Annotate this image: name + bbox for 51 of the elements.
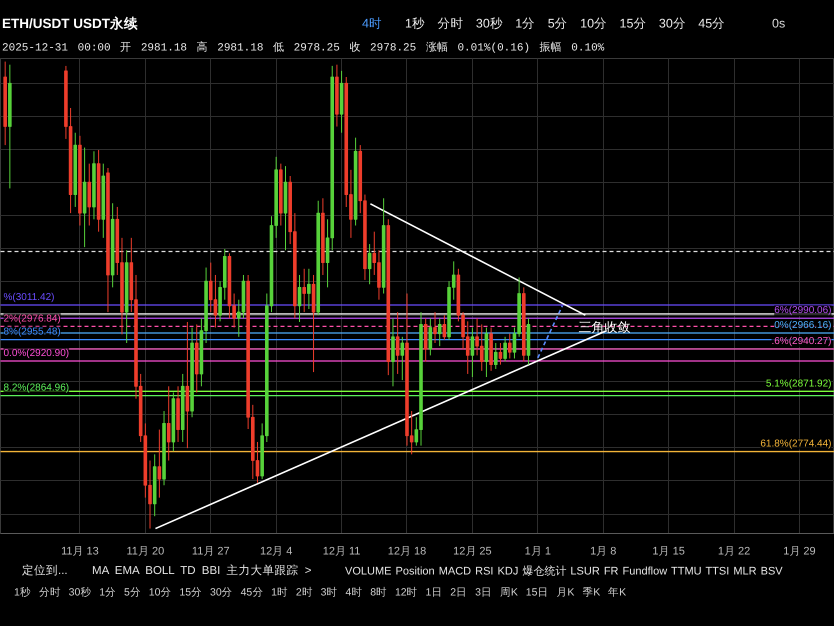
ref-line-label: %(3011.42) bbox=[4, 292, 54, 304]
candlestick bbox=[503, 336, 507, 362]
x-tick-label: 11月 27 bbox=[192, 546, 230, 558]
ref-line-label: .6%(2940.27) bbox=[771, 336, 832, 348]
text: 0s bbox=[772, 16, 786, 32]
candlestick bbox=[442, 314, 446, 340]
candlestick bbox=[498, 342, 502, 366]
chart-title: ETH/USDT USDT永续 bbox=[2, 16, 138, 32]
ref-line-label: 8.2%(2864.96) bbox=[4, 382, 70, 394]
x-tick-label: 12月 25 bbox=[453, 546, 492, 558]
text: 1秒 分时 30秒 1分 5分 10分 15分 30分 45分 1时 2时 3时 4时 8时 12时 1日 2日 3日 周K 15日 月K 季K 年K bbox=[14, 586, 626, 600]
x-tick-label: 1月 1 bbox=[524, 546, 551, 558]
candlestick bbox=[368, 244, 372, 285]
x-tick-label: 1月 29 bbox=[783, 546, 816, 558]
ref-line-label: 6%(2990.06) bbox=[774, 305, 832, 316]
candlestick bbox=[470, 327, 474, 378]
text: VOLUME Position MACD RSI KDJ 爆仓统计 LSUR FR Fundflow TTMU TTSI MLR BSV bbox=[345, 565, 783, 579]
candlestick bbox=[400, 336, 404, 381]
chart-subtitle: 2025-12-31 00:00 开 2981.18 高 2981.18 低 2978.25 收 2978.25 涨幅 0.01%(0.16) 振幅 0.10% bbox=[2, 42, 604, 56]
candlestick bbox=[428, 318, 432, 356]
text: MA EMA BOLL TD BBI 主力大单跟踪 > bbox=[92, 565, 312, 579]
x-tick-label: 12月 11 bbox=[322, 546, 360, 558]
ref-line-label: 8%(2955.48) bbox=[4, 326, 61, 338]
text: 1秒 分时 30秒 1分 5分 10分 15分 30分 45分 bbox=[405, 16, 726, 32]
x-tick-label: 11月 13 bbox=[61, 546, 99, 558]
x-tick-label: 12月 18 bbox=[388, 546, 426, 558]
x-tick-label: 1月 8 bbox=[590, 546, 616, 558]
ref-line-label: 0%(2966.16) bbox=[774, 320, 832, 332]
x-tick-label: 11月 20 bbox=[126, 546, 164, 558]
x-tick-label: 1月 22 bbox=[718, 546, 750, 558]
ref-line-label: 61.8%(2774.44) bbox=[760, 438, 832, 450]
ref-line-label: 5.1%(2871.92) bbox=[766, 378, 832, 390]
candlestick bbox=[307, 268, 311, 310]
text: 定位到... bbox=[22, 565, 68, 579]
annotation: 三角收敛 bbox=[578, 319, 631, 334]
candlestick bbox=[158, 429, 162, 498]
candlestick bbox=[433, 312, 437, 344]
candlestick bbox=[508, 333, 512, 359]
candlestick bbox=[302, 268, 306, 313]
candlestick bbox=[208, 262, 213, 313]
text: 4时 bbox=[362, 16, 382, 32]
candlestick bbox=[494, 342, 498, 370]
candlestick bbox=[480, 324, 484, 372]
candlestick bbox=[166, 386, 171, 462]
x-tick-label: 1月 15 bbox=[652, 546, 685, 558]
ref-line-label: 0.0%(2920.90) bbox=[4, 348, 70, 360]
candlestick bbox=[396, 312, 400, 374]
candlestick bbox=[298, 274, 302, 322]
candlestick bbox=[438, 318, 442, 347]
x-tick-label: 12月 4 bbox=[260, 546, 292, 558]
ref-line-label: 2%(2976.84) bbox=[4, 313, 61, 324]
